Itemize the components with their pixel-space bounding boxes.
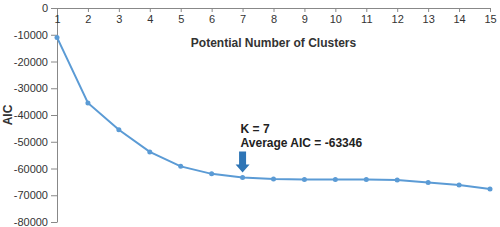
x-tick: 8 [271, 8, 277, 25]
x-tick-label: 3 [116, 13, 122, 25]
y-tick: -60000 [14, 163, 57, 175]
x-tick-mark [150, 8, 151, 12]
y-tick: -20000 [14, 56, 57, 68]
x-tick-mark [57, 8, 58, 12]
y-tick-mark [51, 195, 57, 196]
data-group [55, 35, 493, 192]
aic-point [116, 127, 121, 132]
y-tick-label: -40000 [14, 109, 48, 121]
y-tick-label: -30000 [14, 82, 48, 94]
annotation: K = 7Average AIC = -63346 [236, 122, 363, 172]
annotation-text: Average AIC = -63346 [241, 136, 363, 150]
y-tick-label: -50000 [14, 136, 48, 148]
y-axis: 0 -10000 -20000 -30000 -40000 -50000 -60000 -70… [14, 2, 58, 227]
y-tick: -40000 [14, 109, 57, 121]
x-tick-label: 1 [54, 13, 60, 25]
x-tick-mark [459, 8, 460, 12]
x-tick-mark [304, 8, 305, 12]
x-tick: 6 [209, 8, 215, 25]
aic-point [85, 100, 90, 105]
y-tick-mark [51, 8, 57, 9]
aic-point [426, 180, 431, 185]
aic-point [302, 177, 307, 182]
x-tick-label: 4 [147, 13, 153, 25]
x-tick: 2 [85, 8, 91, 25]
aic-point [488, 187, 493, 192]
aic-point [271, 176, 276, 181]
x-axis: 123456789101112131415 [54, 8, 496, 25]
x-tick: 12 [392, 8, 404, 25]
x-tick-label: 7 [240, 13, 246, 25]
aic-point [333, 177, 338, 182]
x-tick-mark [88, 8, 89, 12]
y-tick-mark [51, 115, 57, 116]
aic-point [364, 177, 369, 182]
x-tick-mark [119, 8, 120, 12]
x-tick-mark [243, 8, 244, 12]
x-tick-label: 14 [453, 13, 465, 25]
x-tick-label: 9 [302, 13, 308, 25]
x-axis-title: Potential Number of Clusters [191, 36, 357, 50]
aic-point [457, 183, 462, 188]
y-tick: -70000 [14, 189, 57, 201]
x-tick: 1 [54, 8, 60, 25]
x-tick: 14 [453, 8, 465, 25]
x-tick-label: 13 [423, 13, 435, 25]
y-tick-mark [51, 62, 57, 63]
x-tick-label: 12 [392, 13, 404, 25]
x-tick-label: 10 [330, 13, 342, 25]
y-tick-label: -60000 [14, 163, 48, 175]
x-tick: 3 [116, 8, 122, 25]
x-tick: 5 [178, 8, 184, 25]
y-tick-mark [51, 222, 57, 223]
y-tick: -50000 [14, 136, 57, 148]
x-tick-label: 5 [178, 13, 184, 25]
x-tick: 13 [423, 8, 435, 25]
x-tick-mark [181, 8, 182, 12]
aic-point [178, 164, 183, 169]
x-tick: 10 [330, 8, 342, 25]
x-tick-label: 6 [209, 13, 215, 25]
aic-line [57, 37, 490, 189]
y-tick-label: -10000 [14, 29, 48, 41]
x-tick-label: 11 [361, 13, 372, 25]
aic-point [55, 35, 60, 40]
x-tick: 11 [361, 8, 372, 25]
y-tick-mark [51, 88, 57, 89]
y-tick-label: -80000 [14, 216, 48, 227]
x-tick-mark [212, 8, 213, 12]
x-tick-mark [335, 8, 336, 12]
y-tick-mark [51, 142, 57, 143]
plot: 0 -10000 -20000 -30000 -40000 -50000 -60000 -70… [14, 2, 497, 227]
x-tick-label: 2 [85, 13, 91, 25]
y-tick-label: -70000 [14, 189, 48, 201]
x-tick: 9 [302, 8, 308, 25]
aic-point [395, 178, 400, 183]
y-tick-mark [51, 169, 57, 170]
x-tick-label: 15 [484, 13, 496, 25]
y-tick-label: 0 [42, 2, 48, 14]
annotation-arrow [236, 151, 250, 172]
x-tick-mark [490, 8, 491, 12]
aic-point [147, 149, 152, 154]
x-axis-line [58, 9, 491, 13]
annotation-text: K = 7 [241, 122, 270, 136]
x-tick-mark [428, 8, 429, 12]
x-tick: 4 [147, 8, 153, 25]
x-tick: 15 [484, 8, 496, 25]
y-tick: -30000 [14, 82, 57, 94]
x-tick: 7 [240, 8, 246, 25]
y-axis-title: AIC [1, 104, 15, 125]
aic-point [209, 171, 214, 176]
y-tick: -80000 [14, 216, 57, 227]
y-tick-label: -20000 [14, 56, 48, 68]
x-tick-mark [397, 8, 398, 12]
x-tick-mark [274, 8, 275, 12]
aic-point [240, 175, 245, 180]
x-tick-mark [366, 8, 367, 12]
x-tick-label: 8 [271, 13, 277, 25]
y-tick: -10000 [14, 29, 57, 41]
